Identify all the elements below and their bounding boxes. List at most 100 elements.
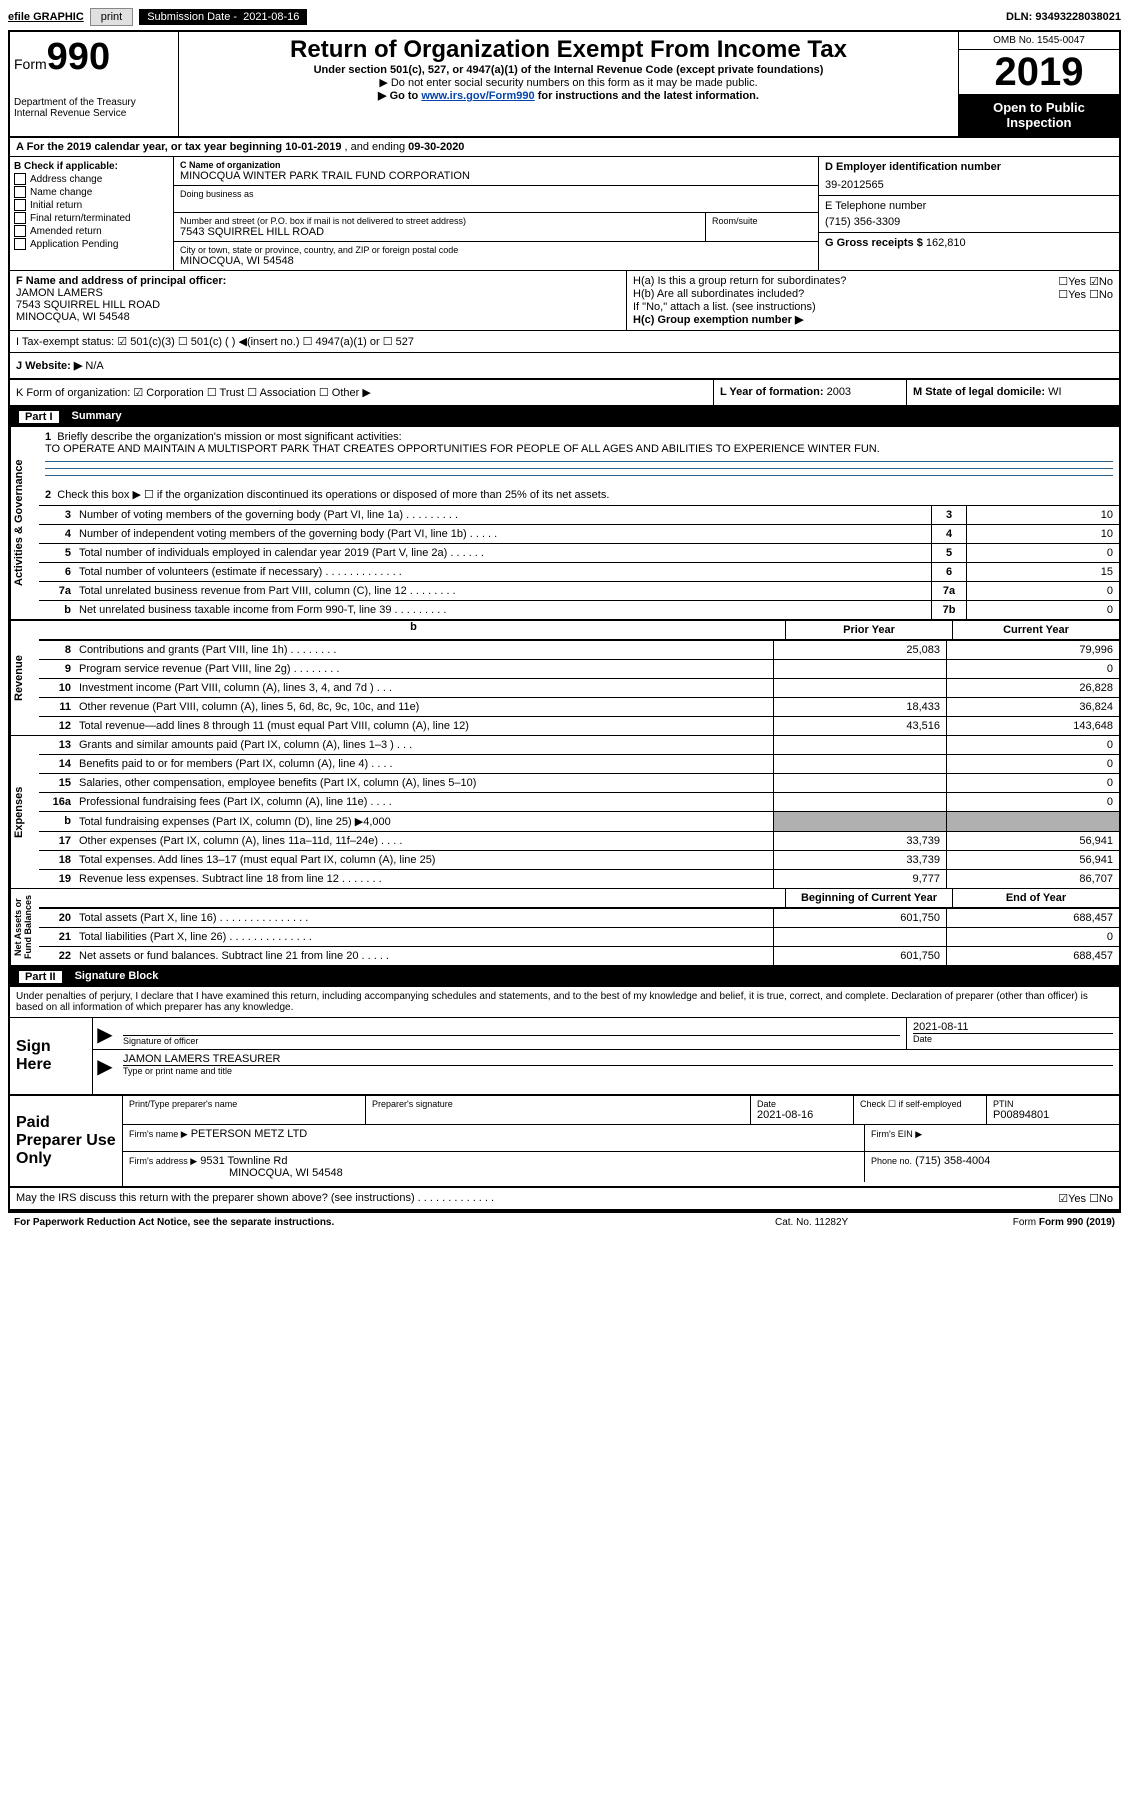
hdr-end-year: End of Year <box>952 889 1119 907</box>
phone-block: E Telephone number (715) 356-3309 <box>819 196 1119 233</box>
revenue-section: Revenue b Prior Year Current Year 8Contr… <box>10 621 1119 736</box>
efile-link[interactable]: efile GRAPHIC <box>8 11 84 23</box>
section-bcdefg: B Check if applicable: Address change Na… <box>10 157 1119 271</box>
col-b-checkboxes: B Check if applicable: Address change Na… <box>10 157 174 270</box>
chk-address-change[interactable] <box>14 173 26 185</box>
gross-receipts-block: G Gross receipts $ 162,810 <box>819 233 1119 253</box>
arrow-icon: ▶ <box>93 1050 117 1079</box>
footer: For Paperwork Reduction Act Notice, see … <box>8 1213 1121 1232</box>
open-public: Open to Public Inspection <box>959 94 1119 136</box>
summary-line: 6Total number of volunteers (estimate if… <box>39 562 1119 581</box>
address-row: Number and street (or P.O. box if mail i… <box>174 213 818 242</box>
summary-line: 5Total number of individuals employed in… <box>39 543 1119 562</box>
officer-name-title: JAMON LAMERS TREASURER Type or print nam… <box>117 1050 1119 1079</box>
state-domicile: M State of legal domicile: WI <box>906 380 1119 405</box>
dept-treasury: Department of the Treasury Internal Reve… <box>14 97 174 119</box>
tax-status-options: ☑ 501(c)(3) ☐ 501(c) ( ) ◀(insert no.) ☐… <box>117 336 414 348</box>
summary-line: 18Total expenses. Add lines 13–17 (must … <box>39 850 1119 869</box>
summary-line: bTotal fundraising expenses (Part IX, co… <box>39 811 1119 831</box>
org-name-block: C Name of organization MINOCQUA WINTER P… <box>174 157 818 186</box>
print-button[interactable]: print <box>90 8 133 26</box>
group-return: H(a) Is this a group return for subordin… <box>626 271 1119 330</box>
side-net-assets: Net Assets or Fund Balances <box>10 889 39 965</box>
hdr-curr: Current Year <box>952 621 1119 639</box>
officer-name: JAMON LAMERS <box>16 287 620 299</box>
hb-answer: ☐Yes ☐No <box>1058 288 1113 301</box>
form-note-2: ▶ Go to www.irs.gov/Form990 for instruct… <box>183 89 954 102</box>
row-f-h: F Name and address of principal officer:… <box>10 271 1119 331</box>
hdr-prior: Prior Year <box>785 621 952 639</box>
form-note-1: ▶ Do not enter social security numbers o… <box>183 76 954 89</box>
dba-block: Doing business as <box>174 186 818 213</box>
summary-line: 7aTotal unrelated business revenue from … <box>39 581 1119 600</box>
row-a-tax-year: A For the 2019 calendar year, or tax yea… <box>10 138 1119 157</box>
row-j-website: J Website: ▶ N/A <box>10 353 1119 380</box>
summary-line: 15Salaries, other compensation, employee… <box>39 773 1119 792</box>
line-2-check: 2 Check this box ▶ ☐ if the organization… <box>39 484 1119 505</box>
summary-line: 12Total revenue—add lines 8 through 11 (… <box>39 716 1119 735</box>
header-row: Form990 Department of the Treasury Inter… <box>10 32 1119 138</box>
summary-line: 10Investment income (Part VIII, column (… <box>39 678 1119 697</box>
org-name: MINOCQUA WINTER PARK TRAIL FUND CORPORAT… <box>180 170 812 182</box>
gross-receipts: 162,810 <box>926 237 966 249</box>
header-left: Form990 Department of the Treasury Inter… <box>10 32 179 136</box>
form-number: Form990 <box>14 36 174 79</box>
discuss-row: May the IRS discuss this return with the… <box>10 1188 1119 1211</box>
dln: DLN: 93493228038021 <box>1006 11 1121 23</box>
city-block: City or town, state or province, country… <box>174 242 818 270</box>
chk-final-return[interactable] <box>14 212 26 224</box>
sig-date: 2021-08-11 Date <box>907 1018 1119 1049</box>
col-c: C Name of organization MINOCQUA WINTER P… <box>174 157 818 270</box>
firm-name: PETERSON METZ LTD <box>191 1128 308 1140</box>
summary-line: 9Program service revenue (Part VIII, lin… <box>39 659 1119 678</box>
ein: 39-2012565 <box>825 179 1113 191</box>
sign-here-label: Sign Here <box>10 1018 93 1094</box>
summary-line: 16aProfessional fundraising fees (Part I… <box>39 792 1119 811</box>
summary-line: bNet unrelated business taxable income f… <box>39 600 1119 619</box>
org-city: MINOCQUA, WI 54548 <box>180 255 812 267</box>
chk-app-pending[interactable] <box>14 238 26 250</box>
preparer-phone: (715) 358-4004 <box>915 1155 990 1167</box>
mission-text: TO OPERATE AND MAINTAIN A MULTISPORT PAR… <box>45 443 880 455</box>
header-right: OMB No. 1545-0047 2019 Open to Public In… <box>958 32 1119 136</box>
summary-line: 11Other revenue (Part VIII, column (A), … <box>39 697 1119 716</box>
col-b-header: B Check if applicable: <box>14 161 169 172</box>
submission-date-label: Submission Date - <box>147 11 237 23</box>
website: N/A <box>85 360 103 372</box>
row-klm: K Form of organization: ☑ Corporation ☐ … <box>10 380 1119 407</box>
hdr-begin-year: Beginning of Current Year <box>785 889 952 907</box>
chk-amended[interactable] <box>14 225 26 237</box>
ein-block: D Employer identification number 39-2012… <box>819 157 1119 196</box>
footer-form: Form Form 990 (2019) <box>975 1217 1115 1228</box>
signature-officer: Signature of officer <box>117 1018 907 1049</box>
omb-number: OMB No. 1545-0047 <box>959 32 1119 50</box>
phone: (715) 356-3309 <box>825 216 1113 228</box>
irs-link[interactable]: www.irs.gov/Form990 <box>421 90 534 102</box>
col-defg: D Employer identification number 39-2012… <box>818 157 1119 270</box>
discuss-answer: ☑Yes ☐No <box>1058 1192 1113 1205</box>
chk-initial-return[interactable] <box>14 199 26 211</box>
submission-date: 2021-08-16 <box>243 11 299 23</box>
summary-line: 20Total assets (Part X, line 16) . . . .… <box>39 908 1119 927</box>
line-1-mission: 1 Briefly describe the organization's mi… <box>39 427 1119 484</box>
principal-officer: F Name and address of principal officer:… <box>10 271 626 330</box>
year-formation: L Year of formation: 2003 <box>713 380 906 405</box>
chk-name-change[interactable] <box>14 186 26 198</box>
side-revenue: Revenue <box>10 621 39 735</box>
summary-line: 21Total liabilities (Part X, line 26) . … <box>39 927 1119 946</box>
activities-governance: Activities & Governance 1 Briefly descri… <box>10 427 1119 621</box>
part-2-header: Part II Signature Block <box>10 967 1119 987</box>
summary-line: 17Other expenses (Part IX, column (A), l… <box>39 831 1119 850</box>
summary-line: 4Number of independent voting members of… <box>39 524 1119 543</box>
ptin: P00894801 <box>993 1109 1113 1121</box>
ha-answer: ☐Yes ☑No <box>1058 275 1113 288</box>
side-expenses: Expenses <box>10 736 39 888</box>
summary-line: 13Grants and similar amounts paid (Part … <box>39 736 1119 754</box>
side-activities: Activities & Governance <box>10 427 39 619</box>
part-1-header: Part I Summary <box>10 407 1119 427</box>
footer-left: For Paperwork Reduction Act Notice, see … <box>14 1217 775 1228</box>
perjury-declaration: Under penalties of perjury, I declare th… <box>10 987 1119 1017</box>
paid-preparer-block: Paid Preparer Use Only Print/Type prepar… <box>10 1096 1119 1188</box>
expenses-section: Expenses 13Grants and similar amounts pa… <box>10 736 1119 889</box>
form-of-org: K Form of organization: ☑ Corporation ☐ … <box>10 380 713 405</box>
